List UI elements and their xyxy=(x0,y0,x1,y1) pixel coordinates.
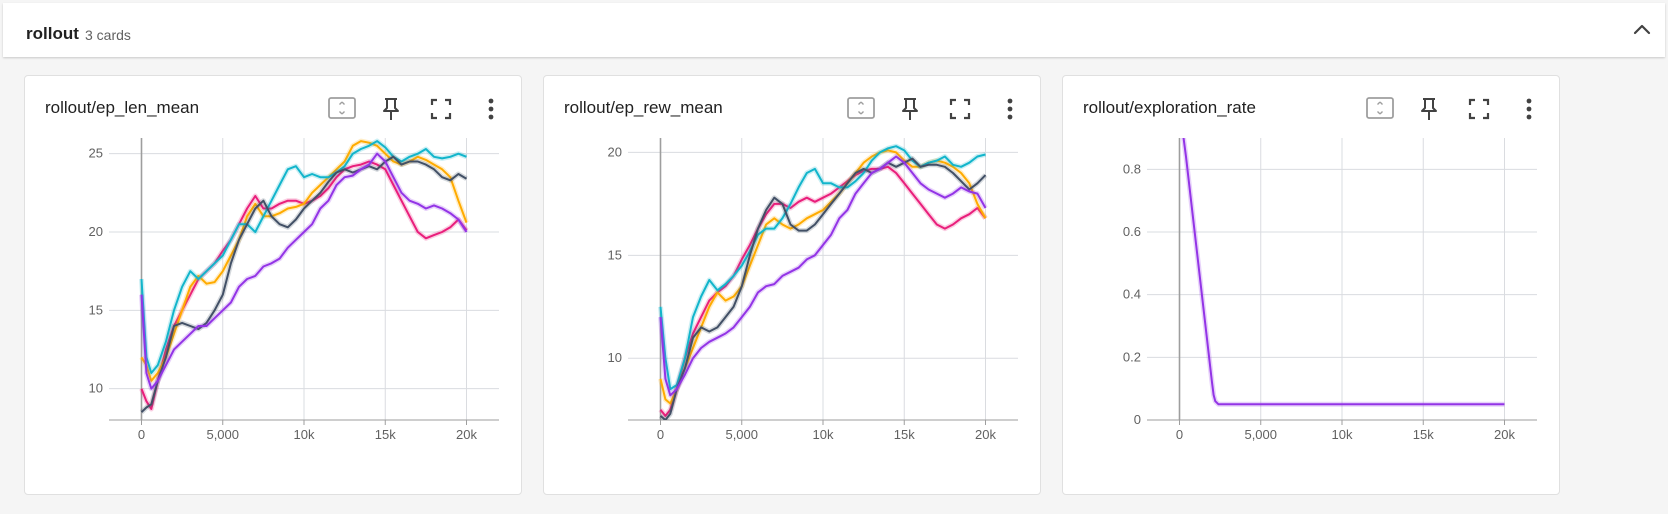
pin-button[interactable] xyxy=(374,94,408,124)
y-tick-label: 20 xyxy=(608,144,622,159)
pin-icon xyxy=(383,98,399,120)
series-line-1 xyxy=(659,165,987,417)
y-tick-label: 0.2 xyxy=(1123,349,1141,364)
x-tick-label: 15k xyxy=(375,427,396,442)
fullscreen-button[interactable] xyxy=(1462,94,1496,124)
line-chart[interactable]: 0 0.2 0.4 0.6 0.8 0 5,000 10k 15k 20k xyxy=(1063,76,1559,494)
card-title: rollout/exploration_rate xyxy=(1083,98,1256,117)
fullscreen-icon xyxy=(430,98,452,120)
fit-domain-icon xyxy=(847,97,875,119)
more-options-button[interactable] xyxy=(474,94,508,124)
scalar-card-ep-rew-mean: rollout/ep_rew_mean 10 15 20 0 5,000 10k 15k 20… xyxy=(543,75,1041,495)
pin-icon xyxy=(1421,98,1437,120)
card-title: rollout/ep_len_mean xyxy=(45,98,200,117)
y-tick-label: 0.6 xyxy=(1123,224,1141,239)
fit-domain-button[interactable] xyxy=(844,94,878,124)
y-tick-label: 25 xyxy=(89,146,103,161)
x-tick-label: 5,000 xyxy=(1244,427,1277,442)
x-tick-label: 5,000 xyxy=(725,427,758,442)
x-tick-label: 20k xyxy=(1494,427,1515,442)
x-tick-label: 0 xyxy=(1176,427,1183,442)
scalar-card-exploration-rate: rollout/exploration_rate 0 0.2 0.4 0.6 0.8 0 5… xyxy=(1062,75,1560,495)
line-chart[interactable]: 10 15 20 25 0 5,000 10k 15k 20k xyxy=(25,76,521,494)
x-tick-label: 10k xyxy=(1332,427,1353,442)
y-tick-label: 10 xyxy=(608,350,622,365)
pin-button[interactable] xyxy=(1412,94,1446,124)
group-title: rollout xyxy=(26,24,79,43)
more-vert-icon xyxy=(488,98,494,120)
y-tick-label: 0 xyxy=(1134,412,1141,427)
fit-domain-button[interactable] xyxy=(1363,94,1397,124)
line-chart[interactable]: 10 15 20 0 5,000 10k 15k 20k xyxy=(544,76,1040,494)
y-tick-label: 15 xyxy=(89,302,103,317)
y-tick-label: 15 xyxy=(608,247,622,262)
x-tick-label: 15k xyxy=(894,427,915,442)
x-tick-label: 15k xyxy=(1413,427,1434,442)
series-line-5 xyxy=(659,155,987,397)
series-line-3 xyxy=(140,140,467,374)
x-tick-label: 10k xyxy=(813,427,834,442)
x-tick-label: 10k xyxy=(294,427,315,442)
x-tick-label: 20k xyxy=(975,427,996,442)
x-tick-label: 5,000 xyxy=(206,427,239,442)
card-title: rollout/ep_rew_mean xyxy=(564,98,723,117)
series-line-1 xyxy=(1182,138,1505,406)
series-line-3 xyxy=(659,145,986,391)
more-options-button[interactable] xyxy=(1512,94,1546,124)
more-options-button[interactable] xyxy=(993,94,1027,124)
fit-domain-icon xyxy=(328,97,356,119)
series-line-4 xyxy=(140,155,468,413)
y-tick-label: 20 xyxy=(89,224,103,239)
pin-button[interactable] xyxy=(893,94,927,124)
scalar-card-ep-len-mean: rollout/ep_len_mean 10 15 20 25 0 5,000 10k 15k… xyxy=(24,75,522,495)
group-card-count: 3 cards xyxy=(85,27,131,43)
fullscreen-button[interactable] xyxy=(943,94,977,124)
series-line-1 xyxy=(140,160,468,410)
fit-domain-icon xyxy=(1366,97,1394,119)
y-tick-label: 0.8 xyxy=(1123,161,1141,176)
fit-domain-button[interactable] xyxy=(325,94,359,124)
more-vert-icon xyxy=(1007,98,1013,120)
y-tick-label: 10 xyxy=(89,381,103,396)
fullscreen-icon xyxy=(1468,98,1490,120)
fullscreen-icon xyxy=(949,98,971,120)
pin-icon xyxy=(902,98,918,120)
x-tick-label: 20k xyxy=(456,427,477,442)
y-tick-label: 0.4 xyxy=(1123,287,1141,302)
series-line-4 xyxy=(659,157,987,420)
x-tick-label: 0 xyxy=(657,427,664,442)
fullscreen-button[interactable] xyxy=(424,94,458,124)
series-line-5 xyxy=(140,152,468,390)
x-tick-label: 0 xyxy=(138,427,145,442)
collapse-group-button[interactable] xyxy=(1629,19,1655,41)
more-vert-icon xyxy=(1526,98,1532,120)
group-header: rollout 3 cards xyxy=(3,3,1665,57)
chevron-up-icon xyxy=(1633,24,1651,35)
